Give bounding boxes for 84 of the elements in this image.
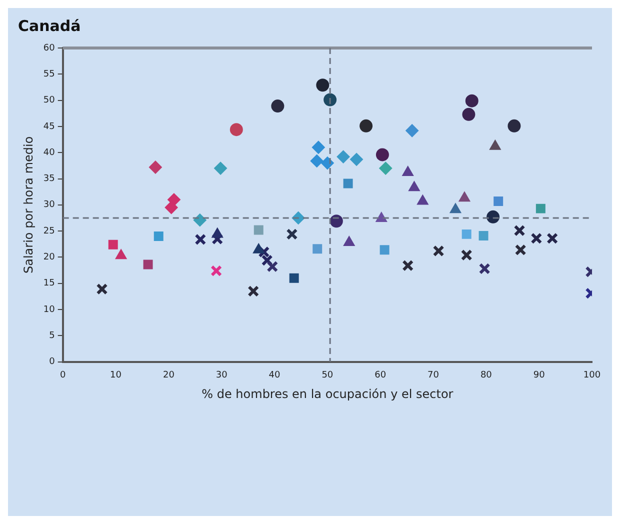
point [376, 212, 388, 222]
point [402, 260, 414, 272]
point [312, 140, 325, 154]
point [271, 100, 284, 113]
y-axis-title: Salario por hora medio [21, 136, 36, 274]
y-tick-label: 5 [49, 330, 55, 341]
point [96, 283, 108, 295]
point [230, 123, 243, 136]
x-tick-label: 20 [162, 370, 175, 381]
point [143, 260, 153, 270]
x-tick-label: 30 [216, 370, 228, 381]
x-tick-label: 100 [583, 370, 601, 381]
point [432, 245, 444, 257]
x-tick-label: 60 [374, 370, 386, 381]
point [379, 162, 392, 175]
x-tick-label: 40 [268, 370, 281, 381]
point [212, 228, 224, 238]
point [530, 232, 542, 244]
point [478, 262, 490, 274]
point [343, 178, 353, 188]
point [310, 154, 324, 168]
point [462, 108, 476, 121]
x-tick-label: 50 [322, 370, 334, 381]
point [115, 249, 127, 260]
point [460, 249, 472, 261]
point [336, 150, 350, 164]
x-tick-label: 90 [533, 370, 546, 381]
x-tick-label: 10 [110, 370, 122, 381]
y-tick-label: 30 [43, 200, 56, 210]
point [408, 181, 420, 192]
x-tick-label: 0 [60, 370, 66, 381]
y-tick-label: 60 [43, 43, 56, 54]
point [360, 119, 373, 132]
point [252, 243, 264, 254]
point [514, 244, 526, 256]
y-tick-label: 45 [43, 122, 55, 132]
point [324, 93, 337, 106]
point [289, 273, 299, 283]
y-tick-label: 10 [43, 304, 56, 315]
point [514, 224, 526, 236]
point [478, 231, 488, 240]
y-tick-label: 20 [43, 252, 56, 263]
point [108, 240, 118, 250]
point [416, 194, 428, 205]
point [316, 78, 330, 92]
point [406, 124, 419, 138]
point [312, 244, 322, 254]
point [210, 265, 222, 277]
point [462, 229, 472, 239]
y-tick-label: 35 [43, 174, 55, 184]
x-tick-label: 70 [428, 370, 440, 381]
chart-title: Canadá [18, 16, 81, 35]
y-tick-label: 40 [43, 148, 56, 158]
point [343, 236, 355, 246]
point [248, 285, 260, 297]
y-tick-label: 0 [49, 357, 56, 368]
point [458, 192, 470, 202]
y-tick-label: 15 [43, 278, 55, 289]
y-tick-label: 55 [43, 69, 55, 80]
y-tick-label: 25 [43, 226, 55, 236]
point [330, 214, 343, 228]
point [286, 228, 298, 240]
point [450, 203, 462, 214]
x-axis-title: % de hombres en la ocupación y el sector [202, 386, 454, 401]
point [546, 232, 558, 244]
point [350, 152, 364, 166]
point [376, 148, 389, 162]
point [212, 233, 224, 245]
point [489, 140, 501, 150]
point [214, 162, 228, 175]
point [266, 260, 278, 272]
x-tick-label: 80 [480, 370, 492, 381]
point [494, 196, 504, 206]
point [508, 119, 521, 132]
point [148, 160, 162, 174]
point [320, 156, 334, 170]
point [194, 234, 206, 246]
point [154, 232, 164, 242]
y-tick-label: 50 [43, 96, 56, 106]
point [465, 94, 478, 108]
point [380, 245, 390, 255]
point [254, 225, 264, 235]
point [536, 204, 546, 214]
point [193, 214, 206, 227]
